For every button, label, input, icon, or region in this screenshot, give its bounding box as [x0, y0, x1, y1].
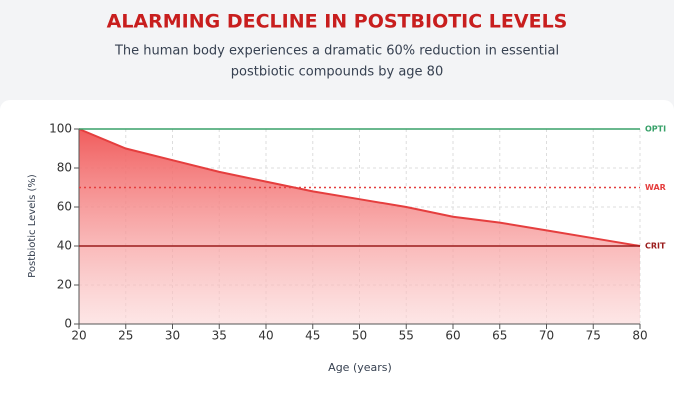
x-axis-label: Age (years): [328, 361, 392, 374]
x-tick-label: 20: [71, 329, 86, 343]
x-tick-label: 30: [165, 329, 180, 343]
x-tick-label: 35: [212, 329, 227, 343]
x-tick-label: 65: [492, 329, 507, 343]
chart-title: ALARMING DECLINE IN POSTBIOTIC LEVELS: [107, 11, 568, 33]
x-tick-label: 80: [632, 329, 647, 343]
y-tick-label: 40: [57, 239, 72, 253]
subtitle: postbiotic compounds by age 80: [231, 65, 443, 80]
subtitle: The human body experiences a dramatic 60…: [114, 44, 559, 59]
x-tick-label: 60: [445, 329, 460, 343]
y-tick-label: 60: [57, 200, 72, 214]
reference-label: CRIT: [645, 242, 666, 251]
x-tick-label: 70: [539, 329, 554, 343]
x-tick-label: 25: [118, 329, 133, 343]
reference-label: OPTI: [645, 125, 666, 134]
y-tick-label: 0: [64, 317, 72, 331]
reference-label: WAR: [645, 183, 666, 192]
x-tick-label: 40: [258, 329, 273, 343]
x-tick-label: 55: [399, 329, 414, 343]
y-tick-label: 20: [57, 278, 72, 292]
x-tick-label: 75: [586, 329, 601, 343]
y-tick-label: 80: [57, 161, 72, 175]
y-tick-label: 100: [49, 122, 72, 136]
x-tick-label: 50: [352, 329, 367, 343]
x-tick-label: 45: [305, 329, 320, 343]
y-axis-label: Postbiotic Levels (%): [27, 174, 38, 278]
area: [79, 129, 640, 324]
line: [78, 128, 641, 247]
